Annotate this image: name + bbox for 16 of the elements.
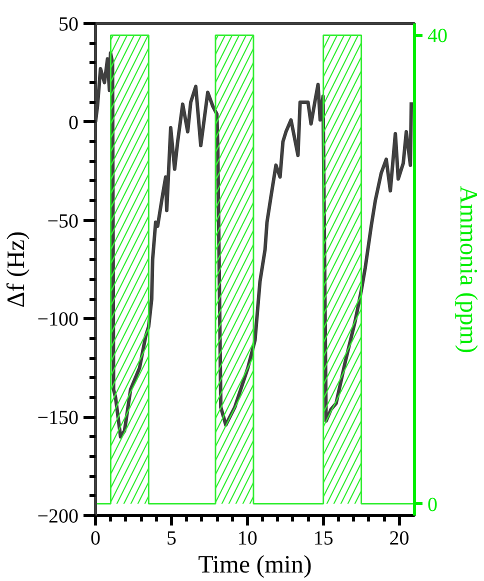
y-tick-label: −200 [37, 506, 78, 528]
x-axis-title: Time (min) [198, 552, 312, 578]
x-tick-label: 10 [237, 528, 258, 550]
x-tick-label: 15 [313, 528, 334, 550]
y2-tick-label: 40 [428, 25, 448, 48]
y-axis-title: Δf (Hz) [3, 231, 30, 308]
y-tick-label: −150 [37, 407, 78, 430]
y-tick-label: −50 [47, 210, 78, 232]
y-tick-label: 50 [58, 14, 78, 36]
y-tick-label: −100 [37, 308, 78, 331]
y2-axis-title: Ammonia (ppm) [454, 186, 482, 354]
x-tick-label: 5 [166, 528, 176, 550]
y-tick-label: 0 [68, 112, 78, 134]
x-tick-label: 0 [90, 528, 100, 550]
y2-tick-label: 0 [428, 494, 438, 516]
x-tick-label: 20 [389, 528, 410, 550]
